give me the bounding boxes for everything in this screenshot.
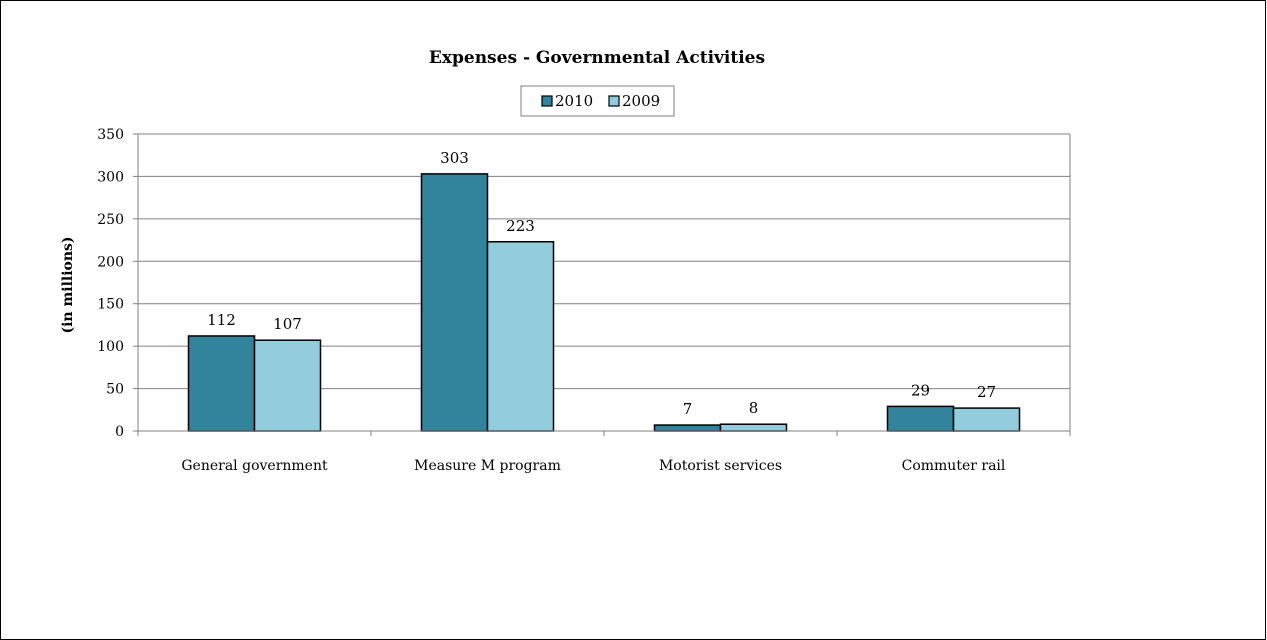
x-category-label: Motorist services xyxy=(659,458,782,474)
x-category-label: Commuter rail xyxy=(902,458,1006,474)
legend-label: 2010 xyxy=(555,92,593,110)
legend-label: 2009 xyxy=(622,92,660,110)
y-tick-label: 350 xyxy=(97,127,124,143)
data-label: 303 xyxy=(440,149,469,167)
bar-2009 xyxy=(253,339,322,432)
y-tick-label: 200 xyxy=(97,254,124,270)
y-tick-label: 0 xyxy=(115,424,124,440)
bar-2010 xyxy=(187,335,256,432)
data-label: 8 xyxy=(749,399,759,417)
chart-title: Expenses - Governmental Activities xyxy=(429,48,765,68)
bar-2009 xyxy=(486,241,555,432)
bar-2009 xyxy=(719,423,788,432)
data-labels: 112 107 303 223 7 8 29 27 xyxy=(207,149,996,418)
y-tick-label: 100 xyxy=(97,339,124,355)
bar-2010 xyxy=(886,405,955,432)
y-tick-label: 150 xyxy=(97,297,124,313)
y-tick-label: 50 xyxy=(106,382,124,398)
legend-swatch-2010 xyxy=(541,95,553,107)
x-category-label: Measure M program xyxy=(414,458,561,474)
data-label: 7 xyxy=(683,400,693,418)
legend: 2010 2009 xyxy=(520,85,675,117)
data-label: 112 xyxy=(207,311,236,329)
axes: 0 50 100 150 200 250 300 350 General government M… xyxy=(97,127,1071,474)
bar-chart: Expenses - Governmental Activities 2010 2… xyxy=(60,48,1071,474)
y-tick-label: 300 xyxy=(97,169,124,185)
y-tick-label: 250 xyxy=(97,212,124,228)
bar-2010 xyxy=(420,173,489,432)
y-axis-label: (in millions) xyxy=(60,236,76,333)
bars xyxy=(187,173,1021,432)
data-label: 223 xyxy=(506,217,535,235)
data-label: 29 xyxy=(911,381,930,399)
bar-2009 xyxy=(952,407,1021,432)
bar-2010 xyxy=(653,424,722,432)
x-category-label: General government xyxy=(181,458,328,474)
data-label: 27 xyxy=(977,383,996,401)
data-label: 107 xyxy=(273,315,302,333)
legend-swatch-2009 xyxy=(608,95,620,107)
